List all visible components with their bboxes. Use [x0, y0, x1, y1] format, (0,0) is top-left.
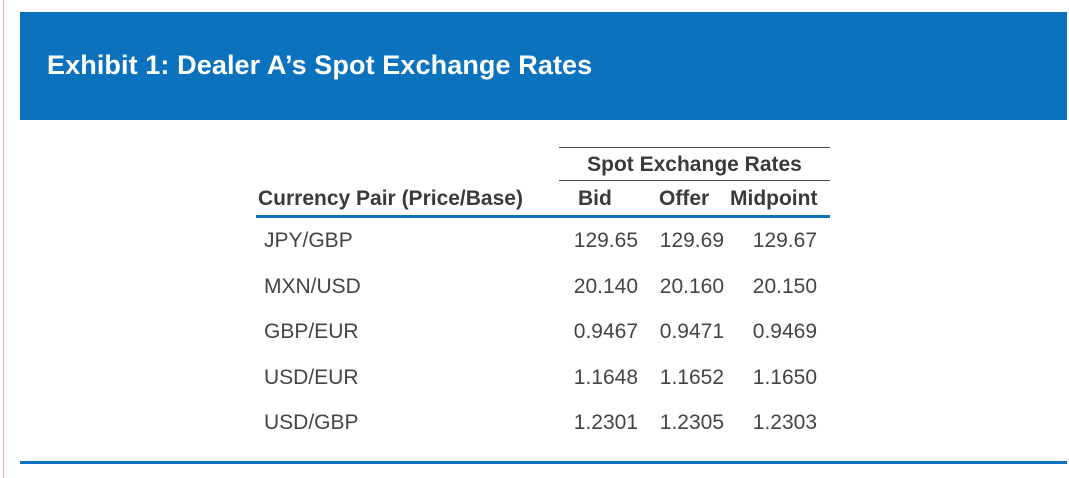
cell-offer: 129.69 — [659, 229, 724, 252]
group-header-bottom-rule — [559, 180, 830, 181]
table-row: MXN/USD 20.140 20.160 20.150 — [256, 275, 830, 305]
cell-midpoint: 1.1650 — [752, 366, 817, 389]
cell-bid: 1.2301 — [573, 411, 638, 434]
cell-midpoint: 0.9469 — [752, 320, 817, 343]
bottom-divider — [20, 461, 1067, 464]
cell-offer: 1.1652 — [659, 366, 724, 389]
column-header-bid: Bid — [578, 187, 612, 210]
cell-bid: 20.140 — [573, 275, 638, 298]
cell-bid: 0.9467 — [573, 320, 638, 343]
cell-bid: 1.1648 — [573, 366, 638, 389]
cell-offer: 0.9471 — [659, 320, 724, 343]
column-header-midpoint: Midpoint — [730, 187, 818, 210]
header-divider — [256, 215, 830, 218]
cell-pair: USD/EUR — [264, 366, 359, 389]
group-header-top-rule — [559, 147, 830, 148]
title-banner: Exhibit 1: Dealer A’s Spot Exchange Rate… — [20, 12, 1067, 120]
cell-pair: GBP/EUR — [264, 320, 359, 343]
cell-bid: 129.65 — [573, 229, 638, 252]
cell-pair: USD/GBP — [264, 411, 359, 434]
table-row: JPY/GBP 129.65 129.69 129.67 — [256, 229, 830, 259]
cell-midpoint: 129.67 — [752, 229, 817, 252]
exhibit-title: Exhibit 1: Dealer A’s Spot Exchange Rate… — [47, 50, 593, 80]
table-row: USD/GBP 1.2301 1.2305 1.2303 — [256, 411, 830, 441]
column-header-offer: Offer — [659, 187, 710, 210]
cell-offer: 1.2305 — [659, 411, 724, 434]
column-header-pair: Currency Pair (Price/Base) — [258, 187, 523, 210]
cell-midpoint: 1.2303 — [752, 411, 817, 434]
table-row: GBP/EUR 0.9467 0.9471 0.9469 — [256, 320, 830, 350]
cell-pair: JPY/GBP — [264, 229, 353, 252]
group-header-spot-rates: Spot Exchange Rates — [587, 153, 802, 176]
table-row: USD/EUR 1.1648 1.1652 1.1650 — [256, 366, 830, 396]
cell-pair: MXN/USD — [264, 275, 361, 298]
cell-midpoint: 20.150 — [752, 275, 817, 298]
page-edge-rule — [3, 0, 4, 478]
cell-offer: 20.160 — [659, 275, 724, 298]
